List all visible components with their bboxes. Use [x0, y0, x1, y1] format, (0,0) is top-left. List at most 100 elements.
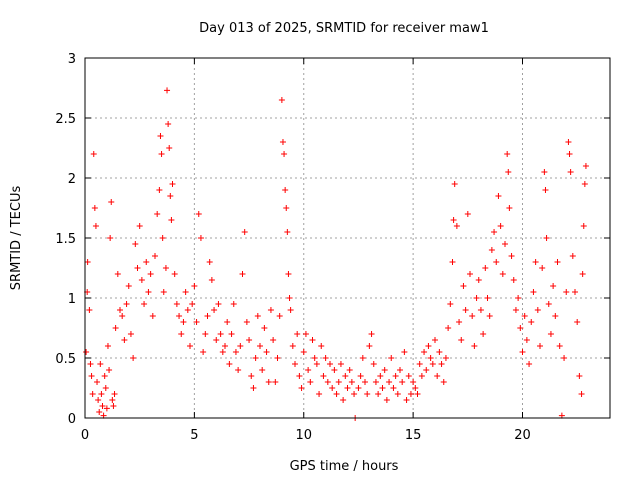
- data-point: [578, 391, 585, 397]
- chart-title: Day 013 of 2025, SRMTID for receiver maw…: [199, 21, 489, 36]
- data-point: [83, 349, 90, 355]
- data-point: [335, 379, 342, 385]
- data-point: [284, 229, 291, 235]
- data-point: [547, 331, 554, 337]
- data-point: [208, 277, 215, 283]
- data-point: [537, 343, 543, 349]
- data-point: [526, 361, 533, 367]
- data-point: [159, 235, 166, 241]
- data-point: [298, 385, 305, 391]
- data-point: [141, 301, 148, 307]
- data-point: [462, 307, 469, 313]
- data-point: [232, 349, 239, 355]
- data-point: [427, 355, 434, 361]
- data-point: [440, 379, 447, 385]
- data-point: [184, 307, 191, 313]
- data-point: [125, 283, 132, 289]
- data-point: [504, 151, 511, 157]
- data-point: [191, 283, 198, 289]
- data-point: [134, 265, 141, 271]
- data-points: [83, 87, 589, 421]
- data-point: [370, 361, 377, 367]
- data-point: [383, 397, 390, 403]
- data-point: [580, 223, 587, 229]
- data-point: [436, 349, 443, 355]
- data-point: [222, 343, 228, 349]
- data-point: [574, 319, 581, 325]
- data-point: [95, 397, 102, 403]
- data-point: [311, 355, 318, 361]
- data-point: [237, 343, 244, 349]
- data-point: [469, 313, 476, 319]
- data-point: [517, 325, 524, 331]
- data-point: [178, 331, 185, 337]
- data-point: [119, 313, 126, 319]
- data-point: [230, 301, 237, 307]
- data-point: [154, 211, 161, 217]
- data-point: [445, 325, 452, 331]
- data-point: [399, 379, 406, 385]
- data-point: [156, 187, 163, 193]
- data-point: [292, 361, 298, 367]
- data-point: [329, 385, 336, 391]
- data-point: [168, 217, 175, 223]
- data-point: [379, 385, 386, 391]
- data-point: [235, 367, 242, 373]
- data-point: [202, 331, 209, 337]
- data-point: [279, 139, 286, 145]
- y-tick-label: 0: [68, 412, 76, 427]
- data-point: [456, 319, 463, 325]
- data-point: [453, 223, 460, 229]
- data-point: [296, 373, 303, 379]
- data-point: [565, 139, 572, 145]
- data-point: [541, 169, 548, 175]
- x-tick-label: 0: [81, 428, 89, 443]
- data-point: [449, 259, 456, 265]
- data-point: [169, 181, 176, 187]
- data-point: [327, 361, 333, 367]
- data-point: [278, 97, 285, 103]
- y-tick-label: 2.5: [55, 112, 76, 127]
- data-point: [556, 343, 563, 349]
- data-point: [167, 193, 174, 199]
- data-point: [355, 385, 362, 391]
- data-point: [438, 361, 445, 367]
- data-point: [213, 337, 220, 343]
- data-point: [475, 277, 482, 283]
- data-point: [381, 367, 388, 373]
- data-point: [344, 385, 351, 391]
- data-point: [206, 259, 213, 265]
- data-point: [530, 289, 537, 295]
- y-tick-label: 0.5: [55, 352, 76, 367]
- axis-ticks: 0 5 10 15 20 0 0.5 1 1.5 2 2.5 3: [55, 52, 610, 443]
- data-point: [563, 289, 570, 295]
- data-point: [307, 379, 314, 385]
- data-point: [145, 289, 152, 295]
- data-point: [364, 391, 371, 397]
- data-point: [281, 151, 288, 157]
- data-point: [506, 205, 513, 211]
- data-point: [554, 259, 561, 265]
- data-point: [132, 241, 139, 247]
- x-tick-label: 10: [295, 428, 312, 443]
- data-point: [493, 259, 500, 265]
- data-point: [149, 313, 156, 319]
- x-axis-label: GPS time / hours: [290, 459, 399, 474]
- data-point: [388, 355, 395, 361]
- data-point: [447, 301, 454, 307]
- data-point: [523, 337, 530, 343]
- data-point: [302, 331, 309, 337]
- data-point: [499, 271, 506, 277]
- data-point: [425, 343, 432, 349]
- data-point: [136, 223, 143, 229]
- data-point: [534, 307, 541, 313]
- data-point: [248, 373, 255, 379]
- data-point: [109, 397, 116, 403]
- data-point: [390, 385, 397, 391]
- data-point: [566, 151, 573, 157]
- data-point: [519, 349, 526, 355]
- data-point: [305, 367, 312, 373]
- data-point: [94, 379, 101, 385]
- grid-lines: [85, 58, 610, 418]
